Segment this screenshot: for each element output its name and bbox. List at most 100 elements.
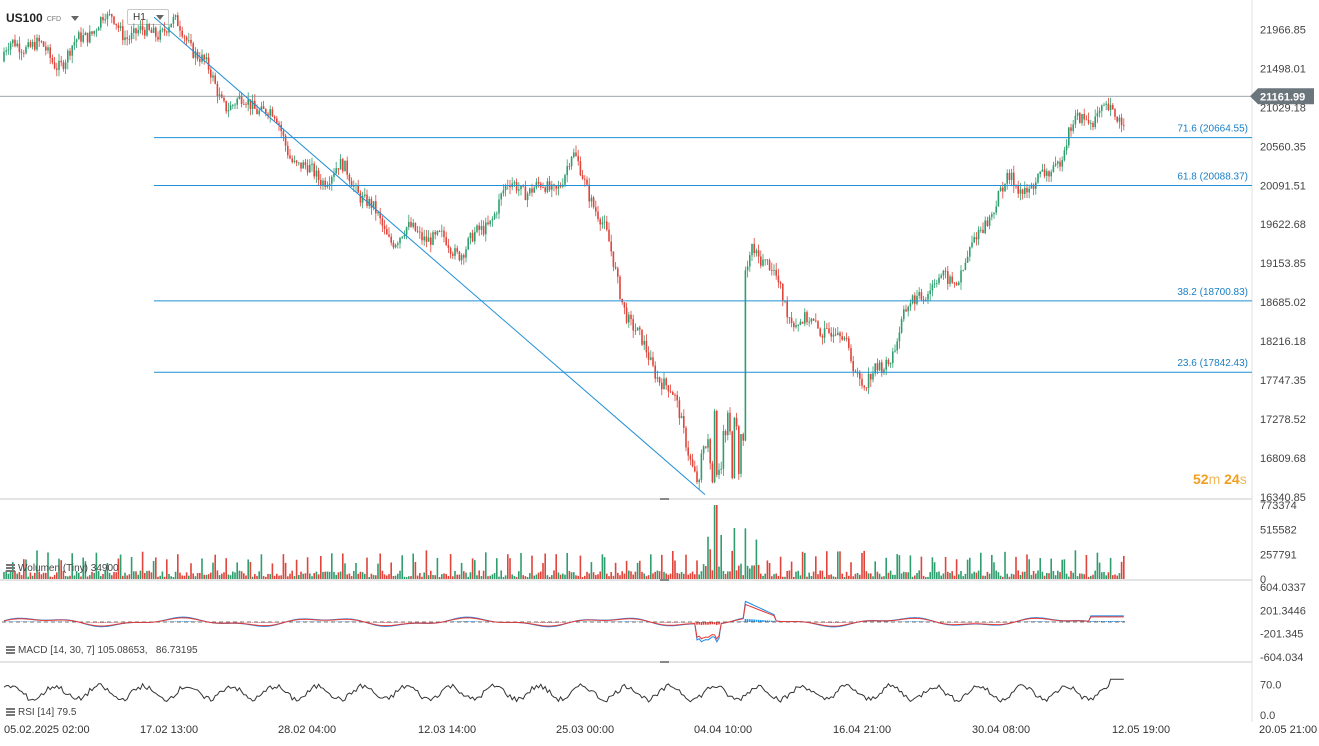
volume-bar — [287, 576, 289, 579]
volume-bar — [432, 574, 434, 579]
candle-body — [841, 336, 843, 340]
candle-body — [172, 17, 175, 24]
volume-bar — [903, 571, 905, 579]
volume-bar — [900, 573, 903, 579]
candle-body — [419, 231, 421, 233]
candle-body — [306, 165, 309, 173]
volume-bar — [350, 576, 353, 579]
candle-body — [287, 145, 289, 156]
volume-bar — [672, 550, 674, 579]
volume-bar — [390, 562, 392, 579]
candle-body — [284, 135, 287, 146]
volume-bar — [1116, 575, 1118, 579]
volume-bar — [531, 555, 533, 579]
candle-body — [577, 156, 579, 162]
time-axis-label: 12.03 14:00 — [418, 724, 476, 736]
volume-bar — [69, 575, 71, 579]
volume-bar — [988, 573, 991, 579]
panel-menu-icon[interactable] — [6, 564, 15, 572]
candle-body — [232, 105, 234, 106]
volume-bar — [808, 572, 810, 579]
volume-bar — [346, 574, 348, 579]
volume-bar — [548, 576, 551, 579]
volume-bar — [861, 552, 863, 579]
candle-body — [133, 28, 135, 33]
candle-body — [795, 325, 797, 328]
volume-bar — [962, 576, 964, 579]
fib-level-label: 23.6 (17842.43) — [1177, 358, 1248, 369]
candle-body — [1048, 171, 1050, 177]
volume-bar — [1061, 559, 1063, 579]
candle-body — [584, 178, 586, 180]
candle-body — [727, 412, 729, 436]
candle-body — [119, 26, 122, 29]
volume-bar — [185, 572, 188, 579]
candle-body — [188, 39, 190, 41]
volume-bar — [546, 575, 549, 579]
candle-body — [421, 232, 423, 241]
volume-bar — [342, 553, 344, 579]
volume-bar — [826, 551, 828, 579]
candle-body — [86, 32, 89, 43]
candle-body — [592, 197, 595, 208]
macd-histogram-bar — [762, 620, 764, 622]
candle-body — [606, 221, 608, 230]
candle-body — [467, 238, 469, 250]
macd-histogram-bar — [716, 622, 718, 625]
volume-bar — [425, 550, 428, 579]
volume-bar — [896, 554, 898, 579]
candle-body — [927, 293, 929, 300]
candle-body — [1054, 163, 1057, 166]
volume-bar — [914, 575, 916, 579]
candle-body — [229, 105, 232, 111]
timeframe-chevron-icon[interactable] — [155, 14, 164, 20]
candle-body — [619, 276, 621, 299]
candle-body — [663, 378, 665, 390]
time-axis-label: 16.04 21:00 — [833, 724, 891, 736]
volume-bar — [766, 560, 769, 579]
candle-body — [955, 282, 958, 285]
volume-bar — [863, 550, 865, 579]
candle-body — [705, 446, 707, 448]
volume-bar — [416, 575, 419, 579]
candle-body — [1074, 115, 1077, 125]
candle-body — [53, 62, 56, 69]
volume-bar — [166, 559, 168, 579]
candle-body — [1092, 123, 1094, 128]
volume-bar — [1087, 576, 1090, 579]
candle-body — [370, 198, 373, 208]
candle-body — [889, 363, 892, 365]
volume-bar — [399, 570, 401, 579]
candle-body — [383, 225, 386, 229]
candle-body — [291, 158, 293, 162]
panel-menu-icon[interactable] — [6, 708, 15, 716]
macd-histogram-bar — [1114, 621, 1116, 622]
candle-body — [223, 97, 225, 101]
volume-bar — [650, 554, 652, 579]
candle-body — [324, 180, 326, 187]
volume-bar — [75, 571, 78, 579]
candle-body — [262, 106, 265, 110]
instrument-header[interactable]: US100 CFD — [6, 9, 80, 27]
volume-bar — [311, 576, 313, 579]
candle-body — [40, 41, 43, 43]
macd-histogram-bar — [753, 619, 755, 622]
volume-bar — [104, 570, 106, 579]
candle-body — [916, 295, 918, 304]
volume-bar — [498, 576, 500, 579]
volume-bar — [238, 570, 241, 579]
volume-bar — [885, 557, 887, 579]
symbol-dropdown-chevron-icon[interactable] — [71, 15, 80, 21]
volume-bar — [623, 573, 626, 579]
panel-menu-icon[interactable] — [6, 646, 15, 654]
volume-bar — [544, 553, 546, 579]
volume-bar — [119, 554, 122, 579]
volume-bar — [161, 571, 164, 579]
candle-body — [137, 29, 139, 34]
volume-bar — [89, 575, 91, 579]
candle-body — [962, 269, 964, 271]
candle-body — [49, 47, 51, 58]
candle-body — [45, 46, 47, 51]
candle-body — [476, 225, 478, 232]
